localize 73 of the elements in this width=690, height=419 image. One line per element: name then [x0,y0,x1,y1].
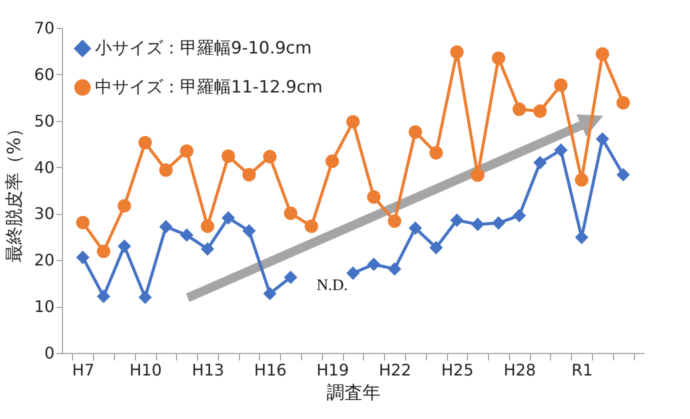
point [76,250,90,264]
point [284,270,298,284]
x-tick-label: H19 [316,360,349,380]
point [96,244,110,258]
point [616,96,630,110]
point [574,173,588,187]
y-tick-label: 60 [34,64,54,84]
point [596,132,610,146]
point [408,125,422,139]
point [76,216,90,230]
y-axis-title: 最終脱皮率（%） [4,119,26,263]
point [450,45,464,59]
point [138,136,152,150]
x-tick-label: H22 [378,360,412,380]
point [242,224,256,238]
point [533,104,547,118]
point [408,221,422,235]
point [304,220,318,233]
point [367,190,380,204]
point [96,290,110,304]
point [180,144,194,158]
point [346,266,360,280]
point [471,168,484,182]
point [159,220,173,234]
point [242,168,256,182]
x-tick-label: H13 [192,360,224,380]
x-tick-label: H28 [504,360,536,380]
point [554,78,568,92]
x-tick-label: H7 [72,360,94,380]
point [346,115,360,128]
y-tick-label: 20 [34,250,54,270]
point [554,143,568,157]
point [616,168,630,182]
point [512,208,526,222]
point [596,47,610,61]
point [326,154,339,168]
x-axis-title: 調査年 [326,382,380,404]
point [200,220,214,233]
point [263,286,277,300]
y-tick-label: 30 [34,204,54,224]
point [492,216,506,230]
point [222,211,235,225]
y-tick-label: 70 [34,18,54,38]
x-tick-label: R1 [571,360,593,380]
point [138,290,152,304]
point [118,240,132,253]
point [533,156,547,170]
point [388,214,402,228]
point [388,262,402,276]
point [200,242,214,256]
y-tick-label: 40 [34,158,54,177]
point [367,258,380,272]
x-tick-label: H25 [441,360,474,380]
point [429,240,443,254]
y-tick-label: 10 [34,297,54,316]
point [118,199,132,213]
point [512,102,526,116]
annotation: N.D. [316,276,348,294]
point [222,149,235,163]
x-tick-label: H10 [129,360,162,380]
x-tick-label: H16 [254,360,287,380]
legend-label: 中サイズ：甲羅幅11-12.9cm [95,78,323,98]
y-tick-label: 0 [44,344,54,362]
point [429,146,443,160]
point [471,218,484,232]
point [180,228,194,242]
point [284,206,298,220]
legend-label: 小サイズ：甲羅幅9-10.9cm [95,38,312,58]
point [159,163,173,177]
point [263,150,277,164]
point [492,51,506,65]
y-tick-label: 50 [34,111,54,130]
point [450,214,464,227]
